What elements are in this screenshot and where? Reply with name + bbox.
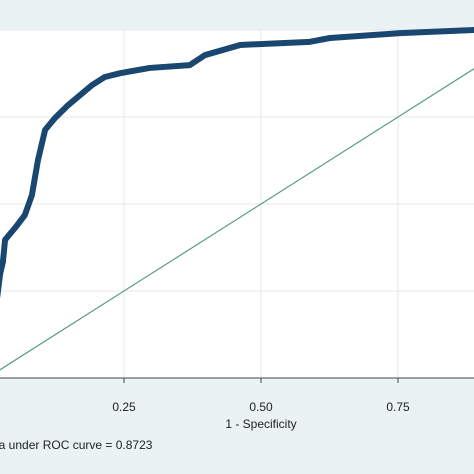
x-tick-label: 0.25 <box>112 400 136 414</box>
series-line <box>0 68 474 371</box>
note: Area under ROC curve = 0.8723 <box>0 438 153 452</box>
x-axis-label: 1 - Specificity <box>225 417 296 431</box>
series-line <box>0 27 474 299</box>
x-tick-label: 0.75 <box>386 400 410 414</box>
x-tick-label: 0.50 <box>249 400 273 414</box>
